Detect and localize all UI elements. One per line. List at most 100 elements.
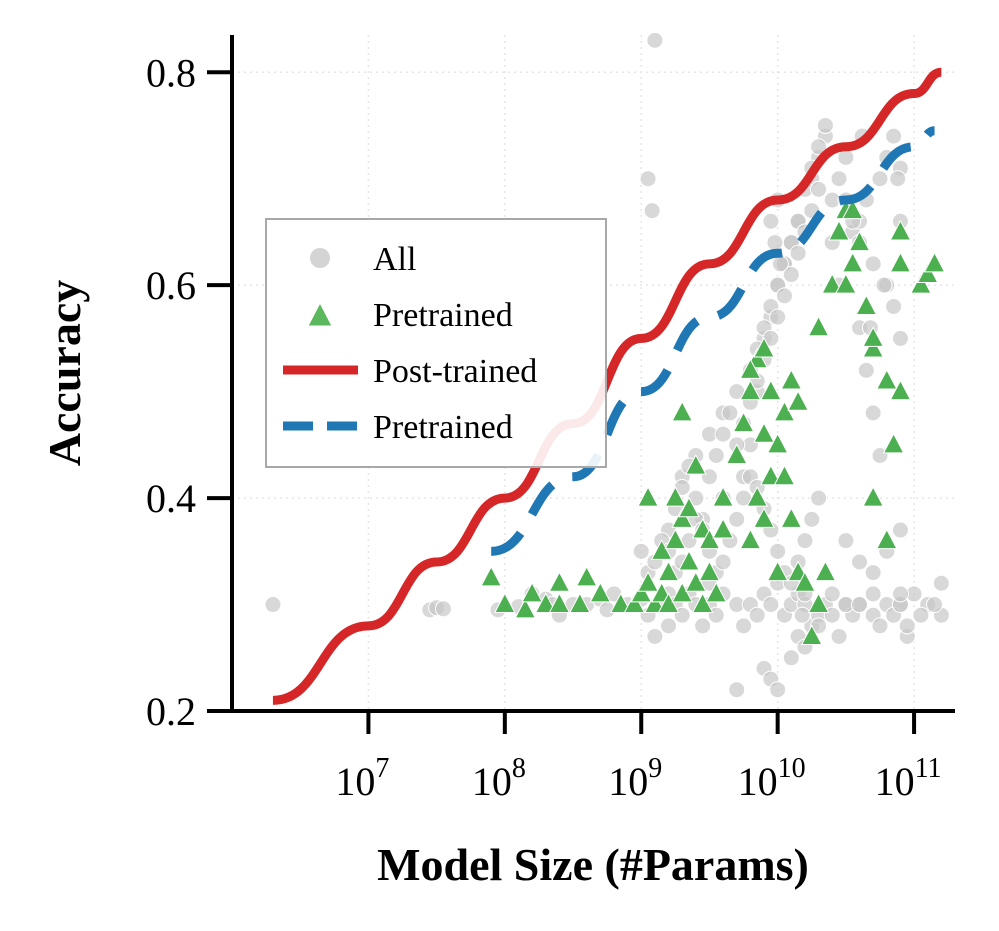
scatter-pretrained-layer [480,198,946,645]
pretrained-point [773,464,796,486]
pretrained-point [609,592,632,614]
pretrained-point [725,443,748,465]
pretrained-point [739,379,762,401]
pretrained-point [684,571,707,592]
pretrained-point [753,507,775,528]
pretrained-point [910,273,932,294]
pretrained-point [814,560,837,582]
pretrained-point [630,581,653,603]
all-point [830,170,848,188]
pretrained-point [766,560,789,582]
all-point [782,266,800,284]
pretrained-point [760,464,782,486]
pretrained-point [521,581,543,603]
pretrained-point [650,539,673,560]
x-tick-label: 109 [608,753,662,804]
legend-label-post-trained: Post-trained [373,353,537,390]
all-point [803,510,821,528]
pretrained-point [773,400,796,422]
pretrained-point [807,315,830,337]
pretrained-point [821,273,844,294]
all-point [434,600,452,618]
all-point [643,202,661,220]
all-point [810,489,828,507]
pretrained-point [855,294,878,315]
all-point [782,649,800,667]
pretrained-point [780,507,803,528]
x-tick-label: 108 [472,753,526,804]
x-tick-label: 107 [335,753,389,804]
all-point [793,606,811,624]
all-point [714,553,732,571]
pretrained-point [671,400,693,422]
y-tick-label: 0.2 [146,689,196,734]
y-tick-label: 0.4 [146,476,196,521]
all-point [871,170,889,188]
pretrained-point [889,219,912,241]
all-point [639,170,657,188]
pretrained-point [644,592,666,614]
pretrained-point [678,549,700,571]
all-point [748,606,766,624]
pretrained-point [575,565,598,587]
x-tick-label: 1010 [738,753,806,804]
y-ticks: 0.2 0.4 0.6 0.8 [146,50,232,734]
all-point [891,329,909,347]
pretrained-point [657,592,680,614]
pretrained-point [698,560,721,582]
all-point [762,596,780,614]
all-point [864,585,882,603]
pretrained-point [753,336,775,358]
all-point [889,170,907,188]
pretrained-point [494,592,516,614]
pretrained-point [787,390,809,411]
all-point [875,276,893,294]
pretrained-point [664,528,687,550]
post-trained-fit-line [272,67,943,705]
all-point [830,627,848,645]
all-point [769,542,787,560]
pretrained-point [875,368,898,390]
all-point [857,361,875,379]
all-point [728,681,746,699]
pretrained-fit-line [490,126,936,556]
all-point [721,404,739,422]
all-point [762,212,780,230]
pretrained-point [807,592,830,614]
pretrained-point [671,581,693,603]
y-tick-label: 0.6 [146,263,196,308]
pretrained-point [637,486,659,507]
legend-label-pretrained-line: Pretrained [373,409,513,446]
pretrained-point [760,379,782,401]
all-point [775,287,793,305]
pretrained-point [835,273,857,294]
pretrained-point [712,517,734,539]
all-point [837,532,855,550]
pretrained-point [698,528,721,550]
all-point [810,138,828,156]
all-point [707,447,725,465]
pretrained-point [548,571,571,592]
pretrained-point [657,560,680,582]
pretrained-point [862,486,884,507]
all-point [646,31,664,49]
pretrained-point [664,486,687,507]
all-point [932,574,950,592]
pretrained-point [923,251,946,273]
x-ticks: 107 108 109 1010 1011 [335,711,942,804]
all-point [766,234,784,252]
pretrained-point [534,592,557,614]
pretrained-point [712,486,734,507]
all-point [816,116,834,134]
pretrained-point [739,358,762,379]
pretrained-point [875,528,898,550]
pretrained-point [623,592,646,614]
pretrained-point [569,592,591,614]
x-tick-label: 1011 [875,753,942,804]
all-point [864,404,882,422]
pretrained-point [848,230,871,252]
pretrained-point [794,571,816,592]
all-point [714,425,732,443]
all-point [912,606,930,624]
